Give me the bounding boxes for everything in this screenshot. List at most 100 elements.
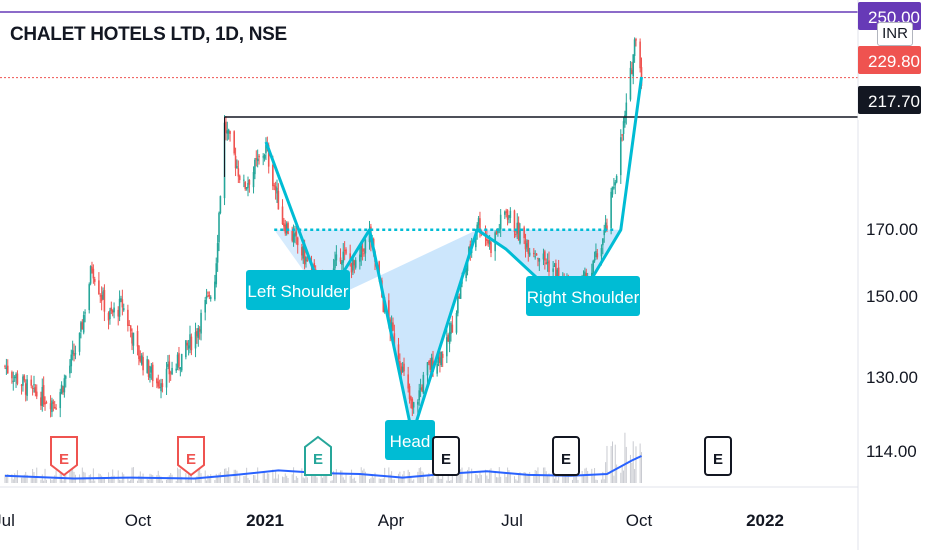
- volume-bar: [623, 470, 625, 483]
- volume-bar: [316, 477, 318, 483]
- volume-bar: [81, 467, 83, 483]
- volume-bar: [500, 476, 502, 483]
- volume-bar: [179, 468, 181, 483]
- candle: [160, 378, 162, 399]
- volume-bar: [567, 474, 569, 483]
- candle: [151, 362, 154, 388]
- candle: [187, 339, 190, 356]
- volume-bar: [159, 475, 161, 483]
- candle: [287, 221, 289, 235]
- volume-bar: [606, 445, 608, 483]
- earnings-marker[interactable]: E: [50, 436, 78, 477]
- currency-button[interactable]: INR: [877, 22, 913, 46]
- candle: [546, 253, 549, 272]
- candle: [613, 178, 615, 190]
- candle: [419, 378, 422, 398]
- candle: [190, 333, 193, 356]
- earnings-marker[interactable]: E: [304, 435, 332, 476]
- volume-bar: [283, 477, 285, 483]
- volume-bar: [552, 473, 554, 483]
- candle: [283, 217, 285, 232]
- volume-bar: [509, 472, 511, 483]
- volume-bar: [460, 469, 462, 483]
- volume-bar: [533, 474, 535, 483]
- volume-bar: [388, 467, 390, 483]
- volume-bar: [301, 468, 303, 483]
- volume-bar: [284, 473, 286, 483]
- volume-bar: [381, 478, 383, 483]
- volume-bar: [273, 478, 275, 483]
- volume-bar: [478, 478, 480, 483]
- volume-bar: [631, 462, 633, 483]
- volume-bar: [556, 480, 558, 483]
- volume-bar: [525, 472, 527, 483]
- candle: [417, 399, 419, 415]
- candle: [103, 284, 106, 322]
- candle: [553, 262, 556, 267]
- volume-bar: [110, 476, 112, 483]
- candle: [150, 363, 153, 380]
- volume-bar: [519, 472, 521, 483]
- candle: [64, 374, 67, 388]
- candle: [12, 371, 15, 391]
- candle: [129, 325, 132, 338]
- candle: [504, 210, 506, 220]
- candle: [436, 359, 438, 377]
- volume-bar: [146, 478, 148, 483]
- volume-bar: [426, 476, 428, 483]
- earnings-marker[interactable]: E: [552, 436, 580, 476]
- volume-bar: [272, 469, 274, 483]
- candle: [284, 219, 287, 236]
- candle: [229, 130, 231, 142]
- candle: [49, 395, 52, 418]
- candle: [80, 320, 82, 339]
- candle: [544, 249, 546, 270]
- earnings-marker[interactable]: E: [432, 436, 460, 476]
- candle: [136, 325, 139, 356]
- candle: [165, 361, 168, 395]
- volume-bar: [353, 477, 355, 483]
- candle: [40, 391, 42, 410]
- volume-bar: [629, 454, 631, 483]
- candle: [73, 343, 75, 362]
- candle: [52, 399, 55, 412]
- volume-bar: [389, 474, 391, 483]
- earnings-marker[interactable]: E: [177, 436, 205, 477]
- candle: [244, 180, 247, 191]
- volume-bar: [382, 478, 384, 483]
- x-tick-label: Apr: [378, 511, 405, 530]
- candle: [255, 150, 258, 167]
- candle: [513, 209, 516, 239]
- candle: [55, 404, 57, 410]
- candle: [429, 358, 432, 373]
- volume-bar: [237, 480, 239, 483]
- volume-bar: [92, 468, 94, 483]
- candle: [209, 295, 212, 302]
- volume-bar: [315, 472, 317, 483]
- candle: [421, 384, 423, 392]
- volume-bar: [447, 470, 449, 483]
- candle: [11, 370, 13, 384]
- candle: [31, 385, 34, 396]
- volume-bar: [306, 477, 308, 483]
- candle: [200, 309, 202, 341]
- candle: [548, 251, 550, 281]
- volume-bar: [226, 471, 228, 483]
- volume-bar: [378, 478, 380, 483]
- volume-bar: [489, 469, 491, 483]
- candle: [516, 213, 519, 240]
- candle: [218, 211, 220, 252]
- y-tick-label: 130.00: [866, 368, 918, 387]
- candle: [515, 230, 517, 238]
- earnings-marker[interactable]: E: [704, 436, 732, 476]
- candle: [102, 287, 104, 300]
- candle: [301, 243, 303, 261]
- candle: [78, 332, 81, 356]
- candle: [527, 239, 530, 262]
- candle: [176, 352, 179, 371]
- candle: [189, 325, 191, 354]
- volume-bar: [603, 479, 605, 483]
- candle: [477, 215, 480, 229]
- svg-text:E: E: [713, 451, 723, 468]
- svg-text:Right Shoulder: Right Shoulder: [527, 288, 640, 307]
